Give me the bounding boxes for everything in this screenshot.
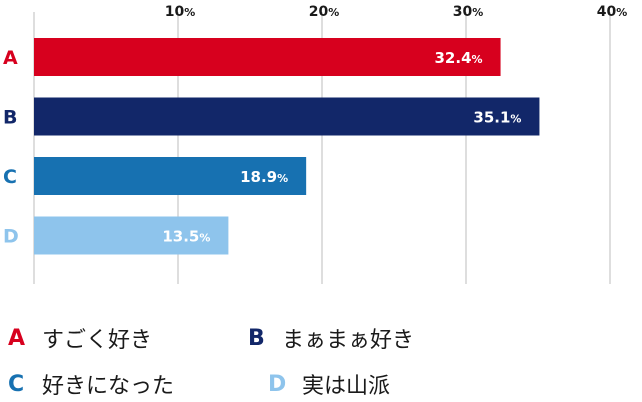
bar-d bbox=[34, 216, 229, 255]
data-label-b: 35.1% bbox=[473, 109, 521, 127]
legend-key-d: D bbox=[268, 371, 287, 397]
category-label-b: B bbox=[3, 107, 17, 129]
legend-key-c: C bbox=[8, 371, 25, 397]
legend-item-a: A すごく好き bbox=[8, 322, 152, 354]
x-axis-ticks: 10% 20% 30% 40% bbox=[165, 4, 628, 20]
legend-item-c: C 好きになった bbox=[8, 368, 174, 400]
bar-b bbox=[34, 97, 540, 136]
data-labels: 32.4% 35.1% 18.9% 13.5% bbox=[162, 49, 521, 246]
legend: A すごく好き B まぁまぁ好き C 好きになった D 実は山派 bbox=[0, 318, 642, 402]
legend-key-a: A bbox=[8, 325, 26, 351]
bar-c bbox=[34, 157, 307, 195]
legend-text-c: 好きになった bbox=[42, 374, 175, 399]
legend-item-b: B まぁまぁ好き bbox=[248, 322, 414, 354]
category-label-a: A bbox=[3, 47, 18, 69]
x-tick-label-40: 40% bbox=[597, 4, 628, 20]
legend-text-b: まぁまぁ好き bbox=[282, 328, 415, 353]
data-label-d: 13.5% bbox=[162, 228, 210, 246]
bar-a bbox=[34, 38, 501, 76]
x-tick-label-10: 10% bbox=[165, 4, 196, 20]
category-label-c: C bbox=[3, 166, 17, 188]
x-tick-label-30: 30% bbox=[453, 4, 484, 20]
x-tick-label-20: 20% bbox=[309, 4, 340, 20]
bar-chart: 10% 20% 30% 40% A B C D 32.4% 35.1% 18.9% 13.5% bbox=[3, 4, 628, 284]
legend-key-b: B bbox=[248, 325, 265, 351]
data-label-a: 32.4% bbox=[435, 49, 483, 67]
legend-text-d: 実は山派 bbox=[302, 374, 391, 399]
category-labels: A B C D bbox=[3, 47, 19, 248]
data-label-c: 18.9% bbox=[240, 168, 288, 186]
category-label-d: D bbox=[3, 226, 19, 248]
legend-item-d: D 実は山派 bbox=[268, 368, 390, 400]
bars bbox=[34, 38, 540, 255]
legend-text-a: すごく好き bbox=[42, 328, 153, 353]
